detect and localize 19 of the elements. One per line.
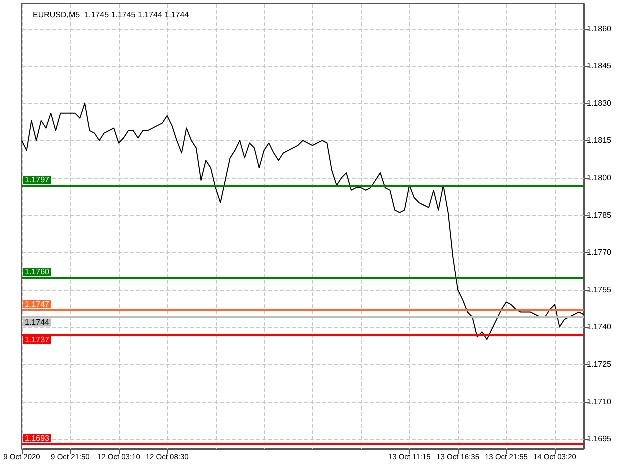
y-tick-label: 1.1755 [587,285,612,294]
y-tick-label: 1.1785 [587,210,612,220]
y-tick-label: 1.1860 [587,24,612,34]
y-tick-label: 1.1710 [587,397,612,406]
ref-line-label: 1.1693 [25,434,50,444]
y-tick-label: 1.1815 [587,136,612,146]
y-tick-label: 1.1845 [587,62,612,71]
ref-line-label: 1.1737 [25,336,50,345]
y-tick-label: 1.1725 [587,360,612,369]
ref-line-label: 1.1747 [25,300,50,309]
y-tick-label: 1.1800 [587,174,612,183]
y-tick-label: 1.1695 [587,434,612,444]
ref-line-label: 1.1797 [25,175,50,184]
y-tick-label: 1.1830 [587,98,612,108]
ref-line-label: 1.1744 [25,318,50,328]
y-tick-label: 1.1740 [587,322,612,332]
text: EURUSD,M5 1.1745 1.1745 1.1744 1.1744 [33,10,190,20]
y-tick-label: 1.1770 [587,248,612,258]
ref-line-label: 1.1760 [25,267,50,276]
